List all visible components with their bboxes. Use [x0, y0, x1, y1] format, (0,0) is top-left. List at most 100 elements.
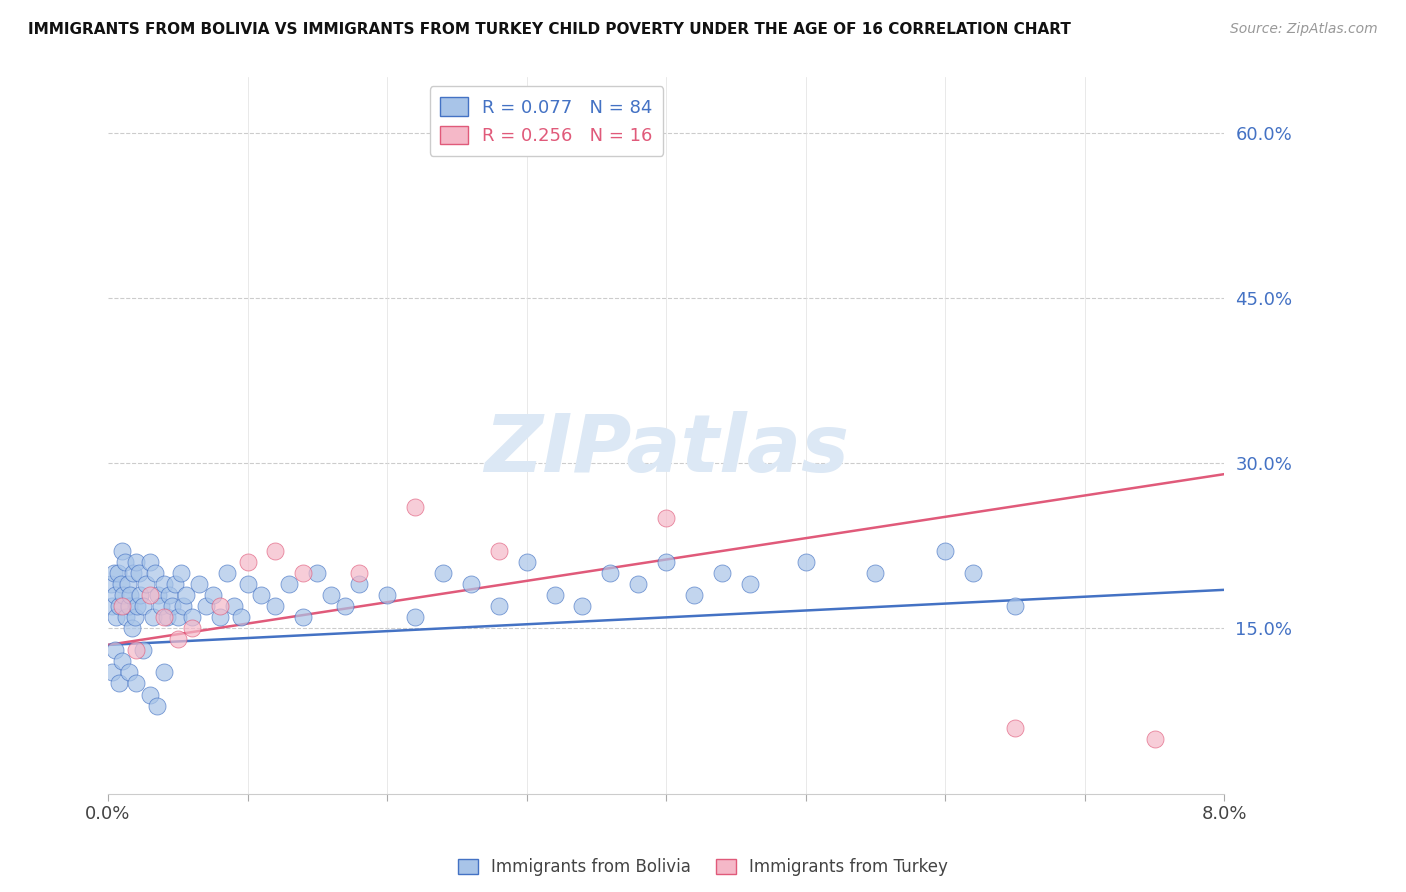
- Point: [264, 599, 287, 614]
- Point: [153, 665, 176, 680]
- Point: [1004, 721, 1026, 735]
- Point: [543, 588, 565, 602]
- Point: [160, 599, 183, 614]
- Point: [150, 599, 173, 614]
- Legend: R = 0.077   N = 84, R = 0.256   N = 16: R = 0.077 N = 84, R = 0.256 N = 16: [430, 87, 664, 156]
- Point: [180, 621, 202, 635]
- Point: [103, 566, 125, 581]
- Point: [125, 676, 148, 690]
- Text: ZIPatlas: ZIPatlas: [484, 411, 849, 489]
- Point: [125, 555, 148, 569]
- Point: [112, 588, 135, 602]
- Point: [1143, 731, 1166, 746]
- Point: [118, 599, 141, 614]
- Point: [655, 555, 678, 569]
- Point: [934, 544, 956, 558]
- Point: [794, 555, 817, 569]
- Point: [292, 566, 315, 581]
- Point: [711, 566, 734, 581]
- Point: [208, 599, 231, 614]
- Point: [347, 577, 370, 591]
- Point: [683, 588, 706, 602]
- Point: [599, 566, 621, 581]
- Point: [169, 566, 191, 581]
- Point: [132, 599, 155, 614]
- Point: [738, 577, 761, 591]
- Point: [236, 555, 259, 569]
- Point: [201, 588, 224, 602]
- Point: [264, 544, 287, 558]
- Point: [155, 610, 177, 624]
- Point: [115, 610, 138, 624]
- Point: [148, 588, 170, 602]
- Point: [215, 566, 238, 581]
- Point: [375, 588, 398, 602]
- Point: [166, 632, 188, 647]
- Point: [174, 588, 197, 602]
- Text: Source: ZipAtlas.com: Source: ZipAtlas.com: [1230, 22, 1378, 37]
- Point: [108, 599, 131, 614]
- Point: [145, 566, 167, 581]
- Point: [104, 643, 127, 657]
- Point: [132, 643, 155, 657]
- Point: [180, 610, 202, 624]
- Point: [460, 577, 482, 591]
- Point: [335, 599, 357, 614]
- Point: [114, 555, 136, 569]
- Point: [135, 577, 157, 591]
- Point: [101, 665, 124, 680]
- Point: [111, 599, 134, 614]
- Point: [655, 511, 678, 525]
- Point: [865, 566, 887, 581]
- Point: [163, 577, 186, 591]
- Point: [187, 577, 209, 591]
- Point: [321, 588, 343, 602]
- Point: [962, 566, 984, 581]
- Text: IMMIGRANTS FROM BOLIVIA VS IMMIGRANTS FROM TURKEY CHILD POVERTY UNDER THE AGE OF: IMMIGRANTS FROM BOLIVIA VS IMMIGRANTS FR…: [28, 22, 1071, 37]
- Point: [118, 665, 141, 680]
- Point: [104, 588, 127, 602]
- Point: [139, 555, 162, 569]
- Point: [571, 599, 593, 614]
- Point: [432, 566, 454, 581]
- Point: [121, 621, 143, 635]
- Point: [404, 610, 426, 624]
- Point: [108, 676, 131, 690]
- Point: [117, 577, 139, 591]
- Point: [208, 610, 231, 624]
- Point: [100, 577, 122, 591]
- Point: [404, 500, 426, 515]
- Point: [111, 544, 134, 558]
- Point: [307, 566, 329, 581]
- Point: [127, 599, 149, 614]
- Point: [124, 610, 146, 624]
- Point: [278, 577, 301, 591]
- Point: [292, 610, 315, 624]
- Point: [120, 588, 142, 602]
- Point: [105, 610, 128, 624]
- Point: [142, 610, 165, 624]
- Point: [107, 566, 129, 581]
- Point: [229, 610, 252, 624]
- Point: [153, 577, 176, 591]
- Point: [153, 610, 176, 624]
- Point: [516, 555, 538, 569]
- Point: [488, 544, 510, 558]
- Point: [146, 698, 169, 713]
- Point: [236, 577, 259, 591]
- Point: [101, 599, 124, 614]
- Point: [122, 566, 145, 581]
- Legend: Immigrants from Bolivia, Immigrants from Turkey: Immigrants from Bolivia, Immigrants from…: [451, 851, 955, 882]
- Point: [139, 688, 162, 702]
- Point: [1004, 599, 1026, 614]
- Point: [627, 577, 650, 591]
- Point: [250, 588, 273, 602]
- Point: [194, 599, 217, 614]
- Point: [129, 588, 152, 602]
- Point: [139, 588, 162, 602]
- Point: [222, 599, 245, 614]
- Point: [172, 599, 194, 614]
- Point: [111, 655, 134, 669]
- Point: [128, 566, 150, 581]
- Point: [157, 588, 180, 602]
